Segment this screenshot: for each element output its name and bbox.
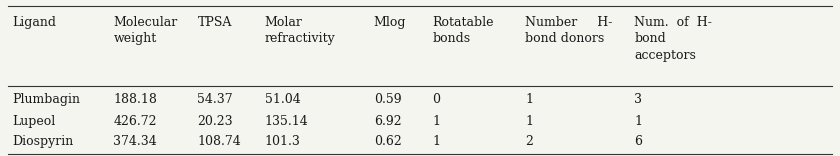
Text: 20.23: 20.23 (197, 115, 233, 128)
Text: 374.34: 374.34 (113, 135, 157, 149)
Text: Ligand: Ligand (13, 16, 56, 29)
Text: 6: 6 (634, 135, 643, 149)
Text: 1: 1 (634, 115, 643, 128)
Text: 0: 0 (433, 93, 441, 106)
Text: 0.62: 0.62 (374, 135, 402, 149)
Text: Num.  of  H-
bond
acceptors: Num. of H- bond acceptors (634, 16, 712, 62)
Text: 1: 1 (433, 115, 441, 128)
Text: 1: 1 (433, 135, 441, 149)
Text: 54.37: 54.37 (197, 93, 233, 106)
Text: 1: 1 (525, 115, 533, 128)
Text: 3: 3 (634, 93, 643, 106)
Text: Plumbagin: Plumbagin (13, 93, 81, 106)
Text: Molecular
weight: Molecular weight (113, 16, 177, 45)
Text: 1: 1 (525, 93, 533, 106)
Text: 188.18: 188.18 (113, 93, 157, 106)
Text: Number     H-
bond donors: Number H- bond donors (525, 16, 612, 45)
Text: 51.04: 51.04 (265, 93, 301, 106)
Text: 135.14: 135.14 (265, 115, 308, 128)
Text: 108.74: 108.74 (197, 135, 241, 149)
Text: Lupeol: Lupeol (13, 115, 55, 128)
Text: 2: 2 (525, 135, 533, 149)
Text: 0.59: 0.59 (374, 93, 402, 106)
Text: Molar
refractivity: Molar refractivity (265, 16, 335, 45)
Text: 426.72: 426.72 (113, 115, 157, 128)
Text: Diospyrin: Diospyrin (13, 135, 74, 149)
Text: 101.3: 101.3 (265, 135, 301, 149)
Text: 6.92: 6.92 (374, 115, 402, 128)
Text: TPSA: TPSA (197, 16, 232, 29)
Text: Rotatable
bonds: Rotatable bonds (433, 16, 494, 45)
Text: Mlog: Mlog (374, 16, 407, 29)
